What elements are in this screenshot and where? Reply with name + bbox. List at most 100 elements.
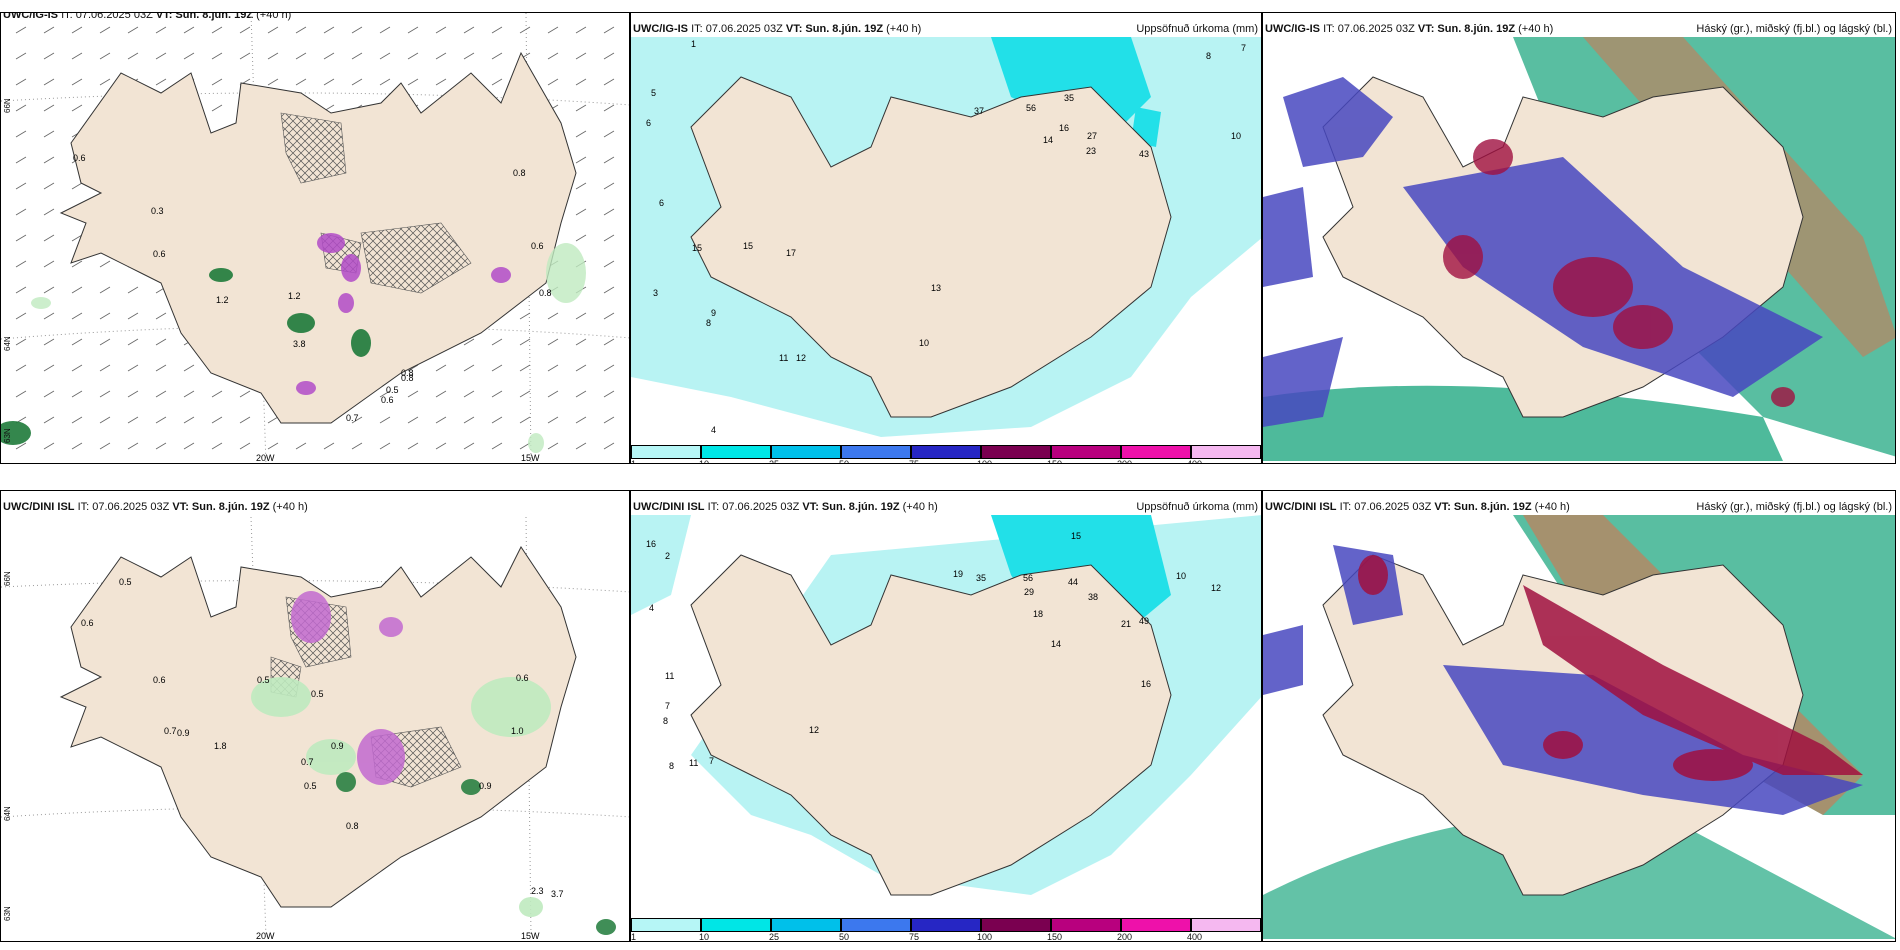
rain-value: 0.8 <box>346 821 359 831</box>
rain-value: 0.5 <box>304 781 317 791</box>
rain-value: 0.7 <box>164 726 177 736</box>
wind-barb <box>575 78 587 86</box>
wind-barb <box>379 390 391 398</box>
precip-value: 37 <box>974 106 985 116</box>
rain-value: 0.7 <box>346 413 359 423</box>
wind-barb <box>183 390 195 398</box>
lat-label: 64N <box>3 806 12 821</box>
precip-value: 2 <box>665 551 671 561</box>
wind-barb <box>99 338 111 346</box>
wind-barb <box>43 338 55 346</box>
rain-value: 0.6 <box>73 153 86 163</box>
wind-barb <box>575 338 587 346</box>
wind-barb <box>603 78 615 86</box>
rain-value: 0.8 <box>513 168 526 178</box>
wind-barb <box>211 104 223 112</box>
rain-value: 1.8 <box>214 741 227 751</box>
wind-barb <box>15 208 27 216</box>
rain-value: 0.7 <box>301 757 314 767</box>
wind-barb <box>323 442 335 450</box>
wind-barb <box>15 338 27 346</box>
wind-barb <box>127 26 139 34</box>
wind-barb <box>155 416 167 424</box>
wind-barb <box>15 364 27 372</box>
wind-barb <box>211 78 223 86</box>
wind-barb <box>519 312 531 320</box>
wind-rain-map-bottom <box>1 517 629 937</box>
wind-barb <box>603 442 615 450</box>
wind-barb <box>575 52 587 60</box>
colorbar-bottom: 1 10 25 50 75 100 150 200 400 <box>631 918 1261 941</box>
wind-barb <box>603 208 615 216</box>
precip-value: 43 <box>1139 149 1150 159</box>
wind-barb <box>43 390 55 398</box>
wind-barb <box>547 390 559 398</box>
wind-barb <box>15 52 27 60</box>
wind-barb <box>99 390 111 398</box>
wind-barb <box>99 442 111 450</box>
wind-barb <box>463 52 475 60</box>
rain-value: 0.6 <box>153 675 166 685</box>
precip-value: 16 <box>1059 123 1070 133</box>
rain-value: 0.9 <box>177 728 190 738</box>
wind-barb <box>127 416 139 424</box>
wind-barb <box>295 26 307 34</box>
wind-barb <box>43 208 55 216</box>
wind-barb <box>99 26 111 34</box>
wind-barb <box>435 416 447 424</box>
precip-value: 16 <box>1141 679 1152 689</box>
wind-barb <box>407 78 419 86</box>
wind-barb <box>183 442 195 450</box>
precip-value: 19 <box>953 569 964 579</box>
precip-value: 11 <box>665 671 675 681</box>
precip-value: 13 <box>931 283 942 293</box>
precip-value: 12 <box>809 725 820 735</box>
wind-barb <box>295 442 307 450</box>
wind-barb <box>603 390 615 398</box>
wind-barb <box>71 286 83 294</box>
wind-barb <box>127 338 139 346</box>
rain-value: 0.8 <box>401 373 414 383</box>
wind-barb <box>407 364 419 372</box>
rain-value: 0.6 <box>81 618 94 628</box>
wind-barb <box>603 182 615 190</box>
precip-map-bottom <box>631 515 1261 935</box>
wind-barb <box>267 416 279 424</box>
wind-barb <box>71 338 83 346</box>
wind-barb <box>99 260 111 268</box>
wind-barb <box>15 26 27 34</box>
wind-barb <box>491 442 503 450</box>
wind-barb <box>519 416 531 424</box>
wind-barb <box>15 156 27 164</box>
wind-barb <box>211 26 223 34</box>
wind-barb <box>575 182 587 190</box>
wind-barb <box>379 416 391 424</box>
wind-barb <box>463 390 475 398</box>
wind-barb <box>547 78 559 86</box>
wind-barb <box>463 338 475 346</box>
wind-barb <box>43 286 55 294</box>
wind-barb <box>239 416 251 424</box>
wind-barb <box>547 364 559 372</box>
wind-barb <box>603 312 615 320</box>
panel-title-bottom-left: UWC/DINI ISL IT: 07.06.2025 03Z VT: Sun.… <box>3 501 308 513</box>
precip-title-bottom: Uppsöfnuð úrkoma (mm) <box>1136 501 1258 513</box>
precip-value: 4 <box>649 603 655 613</box>
precip-value: 15 <box>1071 531 1082 541</box>
panel-title-top-mid: UWC/IG-IS IT: 07.06.2025 03Z VT: Sun. 8.… <box>633 23 922 35</box>
precip-value: 21 <box>1121 619 1132 629</box>
wind-barb <box>351 26 363 34</box>
wind-barb <box>43 156 55 164</box>
wind-barb <box>127 286 139 294</box>
wind-barb <box>15 130 27 138</box>
wind-barb <box>267 442 279 450</box>
precip-value: 6 <box>646 118 652 128</box>
wind-barb <box>491 52 503 60</box>
wind-barb <box>99 364 111 372</box>
wind-barb <box>71 260 83 268</box>
wind-barb <box>43 182 55 190</box>
wind-barb <box>323 78 335 86</box>
precip-value: 7 <box>665 701 671 711</box>
wind-barb <box>99 286 111 294</box>
wind-barb <box>211 390 223 398</box>
